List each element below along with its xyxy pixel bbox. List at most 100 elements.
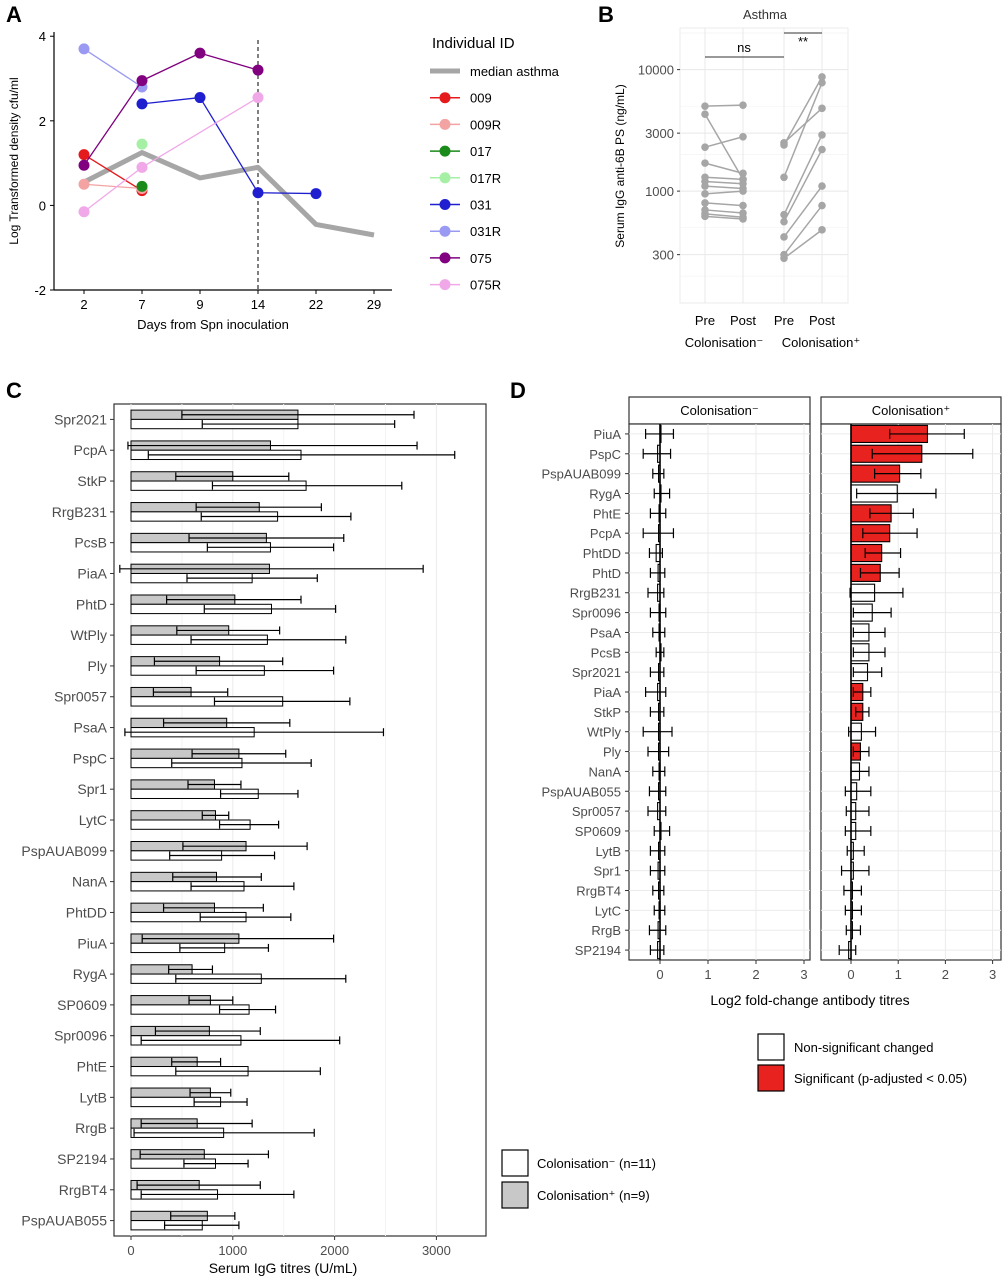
positive-pair-line bbox=[783, 149, 823, 223]
negative-post-point bbox=[739, 201, 747, 210]
negative-pre-point bbox=[701, 102, 709, 110]
legend-label: 031 bbox=[470, 198, 492, 213]
x-tick-label: 1 bbox=[704, 967, 711, 982]
category-label: RrgB231 bbox=[570, 586, 621, 601]
category-label: PhtDD bbox=[583, 546, 621, 561]
negative-pair-line bbox=[704, 215, 744, 220]
x-axis-label: Log2 fold-change antibody titres bbox=[710, 992, 909, 1008]
legend-marker bbox=[439, 145, 451, 157]
category-label: Ply bbox=[603, 745, 622, 760]
category-label: NanA bbox=[72, 874, 108, 890]
category-label: PhtE bbox=[593, 506, 622, 521]
positive-pair-line bbox=[783, 76, 823, 146]
negative-pre-point bbox=[701, 173, 709, 182]
legend-marker bbox=[439, 225, 451, 237]
legend-label: Non-significant changed bbox=[794, 1040, 933, 1055]
data-point-031R bbox=[78, 43, 90, 55]
positive-pair-line bbox=[783, 107, 823, 144]
positive-post-point bbox=[818, 131, 826, 139]
legend-label: median asthma bbox=[470, 64, 560, 79]
legend-marker bbox=[439, 199, 451, 210]
data-point-017 bbox=[136, 180, 148, 192]
category-label: WtPly bbox=[587, 725, 621, 740]
legend-label: 031R bbox=[470, 224, 501, 239]
legend-label: Significant (p-adjusted < 0.05) bbox=[794, 1071, 967, 1086]
legend-swatch bbox=[501, 1181, 529, 1209]
positive-pre-point bbox=[780, 250, 788, 259]
category-label: PcsB bbox=[591, 645, 621, 660]
y-tick-label: -2 bbox=[34, 283, 46, 298]
category-label: PiuA bbox=[77, 935, 107, 951]
category-label: Spr1 bbox=[594, 864, 621, 879]
data-point-075 bbox=[78, 159, 90, 171]
y-axis-label: Serum IgG anti-6B PS (ng/mL) bbox=[613, 84, 627, 247]
y-axis-label: Log Transformed density cfu/ml bbox=[7, 77, 21, 244]
series-line-031R bbox=[83, 48, 143, 88]
category-label: PcpA bbox=[590, 526, 621, 541]
series-line-075 bbox=[83, 52, 259, 166]
x-tick-label: 2 bbox=[80, 297, 87, 312]
category-label: RrgBT4 bbox=[59, 1182, 107, 1198]
category-label: PspAUAB099 bbox=[21, 843, 107, 859]
y-tick-label: 3000 bbox=[645, 126, 674, 141]
legend-label: Colonisation⁻ (n=11) bbox=[537, 1156, 656, 1171]
positive-post-point bbox=[818, 226, 826, 234]
legend-label: 009R bbox=[470, 117, 501, 132]
category-label: PspC bbox=[589, 447, 621, 462]
panel-label-c: C bbox=[6, 378, 22, 403]
category-label: WtPly bbox=[70, 627, 107, 643]
facet-label: Colonisation⁻ bbox=[680, 403, 758, 418]
negative-pair-line bbox=[704, 104, 744, 107]
data-point-075 bbox=[136, 75, 148, 87]
category-label: SP2194 bbox=[57, 1151, 107, 1167]
legend-marker bbox=[439, 252, 451, 264]
legend-marker bbox=[439, 92, 451, 104]
category-label: RrgB bbox=[75, 1120, 107, 1136]
x-axis-label: Serum IgG titres (U/mL) bbox=[209, 1260, 358, 1276]
positive-post-point bbox=[818, 145, 826, 154]
facet-label: Colonisation⁺ bbox=[872, 403, 950, 418]
x-tick-label: Post bbox=[730, 313, 756, 328]
data-point-009 bbox=[78, 149, 90, 161]
y-tick-label: 300 bbox=[652, 248, 674, 263]
category-label: LytC bbox=[595, 903, 621, 918]
negative-post-point bbox=[739, 209, 747, 217]
category-label: PhtE bbox=[77, 1059, 107, 1075]
category-label: PspAUAB055 bbox=[542, 784, 622, 799]
positive-pair-line bbox=[783, 82, 823, 178]
positive-pair-line bbox=[783, 134, 823, 215]
x-axis-label: Days from Spn inoculation bbox=[137, 317, 289, 332]
panel-c-bar-chart: 0 1000 2000 3000 Serum IgG titres (U/mL) Spr2… bbox=[21, 403, 656, 1276]
category-label: NanA bbox=[588, 764, 621, 779]
x-tick-label: 3 bbox=[989, 967, 996, 982]
category-label: LytC bbox=[79, 812, 107, 828]
category-label: Spr0096 bbox=[54, 1028, 107, 1044]
data-point-031 bbox=[194, 92, 206, 104]
negative-pre-point bbox=[701, 206, 709, 214]
y-tick-label: 1000 bbox=[645, 184, 674, 199]
x-tick-label: 2 bbox=[942, 967, 949, 982]
x-tick-label: 0 bbox=[656, 967, 663, 982]
category-label: RrgB231 bbox=[52, 504, 107, 520]
negative-pair-line bbox=[704, 113, 744, 180]
legend-swatch bbox=[757, 1033, 785, 1061]
category-label: PsaA bbox=[590, 625, 621, 640]
data-point-075R bbox=[78, 206, 90, 218]
legend-label: 017 bbox=[470, 144, 492, 159]
negative-pair-line bbox=[704, 162, 744, 175]
negative-post-point bbox=[739, 132, 747, 141]
category-label: PcsB bbox=[74, 535, 107, 551]
facet-strip bbox=[628, 396, 811, 425]
x-tick-label: 1000 bbox=[218, 1243, 247, 1258]
negative-pre-point bbox=[701, 143, 709, 151]
panel-label-a: A bbox=[6, 2, 22, 27]
legend-label: 075 bbox=[470, 251, 492, 266]
category-label: LytB bbox=[80, 1089, 108, 1105]
x-tick-label: 22 bbox=[309, 297, 323, 312]
category-label: Spr0057 bbox=[54, 689, 107, 705]
panel-a-line-chart: -2 0 2 4 2 7 9 14 22 29 Days from Spn inoculation L… bbox=[7, 29, 560, 332]
series-line-009R bbox=[83, 183, 143, 190]
category-label: PspAUAB099 bbox=[542, 467, 622, 482]
x-tick-label: 2 bbox=[752, 967, 759, 982]
